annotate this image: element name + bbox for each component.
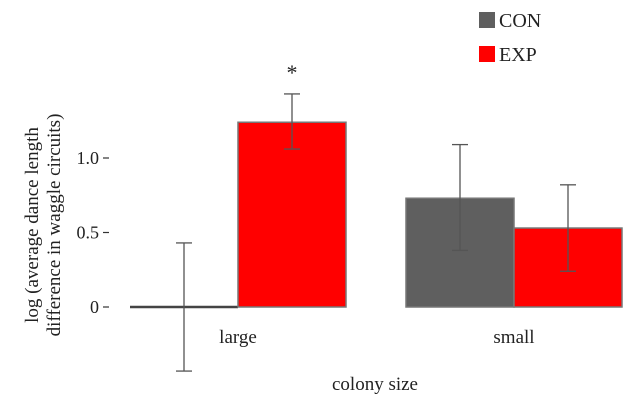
x-tick-label-large: large xyxy=(219,327,257,348)
error-bars xyxy=(176,93,576,372)
y-tick-label: 0.5 xyxy=(77,223,100,243)
y-axis: 0 0.5 1.0 xyxy=(77,148,109,317)
legend-swatch-con xyxy=(479,12,495,28)
legend-label-con: CON xyxy=(499,10,541,32)
y-axis-title: log (average dance length difference in … xyxy=(22,114,65,337)
legend: CON EXP xyxy=(479,10,541,66)
bar-exp-large xyxy=(237,121,347,308)
annotations: * xyxy=(287,60,298,85)
y-axis-title-line-1: log (average dance length xyxy=(22,127,43,323)
significance-marker: * xyxy=(287,60,298,85)
y-tick-label: 0 xyxy=(90,297,99,317)
bars xyxy=(130,121,623,309)
legend-label-exp: EXP xyxy=(499,44,537,66)
category-labels: large small xyxy=(219,327,534,348)
y-tick-label: 1.0 xyxy=(77,148,100,168)
legend-swatch-exp xyxy=(479,46,495,62)
x-tick-label-small: small xyxy=(493,327,534,348)
x-axis-title: colony size xyxy=(332,374,418,395)
y-axis-title-line-2: difference in waggle circuits) xyxy=(44,114,65,337)
